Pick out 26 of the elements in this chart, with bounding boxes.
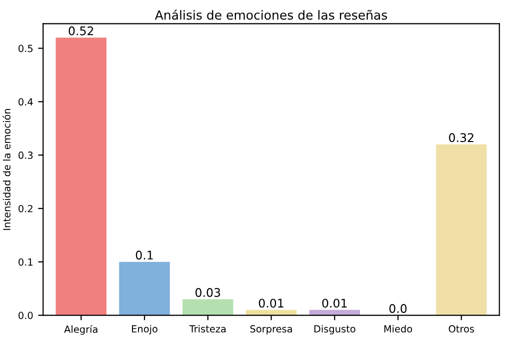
x-tick-label: Alegría bbox=[64, 324, 98, 335]
x-tick-label: Enojo bbox=[132, 324, 158, 334]
y-axis-title: Intensidad de la emoción bbox=[2, 108, 10, 230]
bar bbox=[56, 38, 106, 316]
data-label: 0.01 bbox=[258, 298, 284, 308]
x-tick-label: Sorpresa bbox=[250, 325, 292, 334]
y-tick-label: 0.1 bbox=[18, 258, 32, 266]
x-tick-label: Tristeza bbox=[189, 324, 226, 333]
y-tick-label: 0.2 bbox=[18, 204, 32, 212]
data-label: 0.03 bbox=[196, 288, 220, 297]
y-tick-label: 0.0 bbox=[18, 312, 33, 320]
x-tick-label: Disgusto bbox=[314, 324, 356, 334]
data-label: 0.0 bbox=[389, 304, 407, 313]
bar bbox=[436, 144, 487, 316]
data-label: 0.01 bbox=[322, 298, 347, 308]
bar bbox=[182, 299, 234, 316]
chart-title: Análisis de emociones de las reseñas bbox=[154, 10, 388, 20]
y-tick-label: 0.5 bbox=[18, 44, 33, 52]
y-tick-label: 0.3 bbox=[18, 152, 33, 159]
data-label: 0.1 bbox=[136, 250, 153, 260]
x-tick-label: Otros bbox=[448, 325, 474, 333]
x-tick-label: Miedo bbox=[384, 324, 412, 333]
data-label: 0.32 bbox=[449, 133, 474, 142]
bar bbox=[119, 262, 170, 316]
y-tick-label: 0.4 bbox=[18, 98, 33, 106]
data-label: 0.52 bbox=[68, 26, 94, 36]
